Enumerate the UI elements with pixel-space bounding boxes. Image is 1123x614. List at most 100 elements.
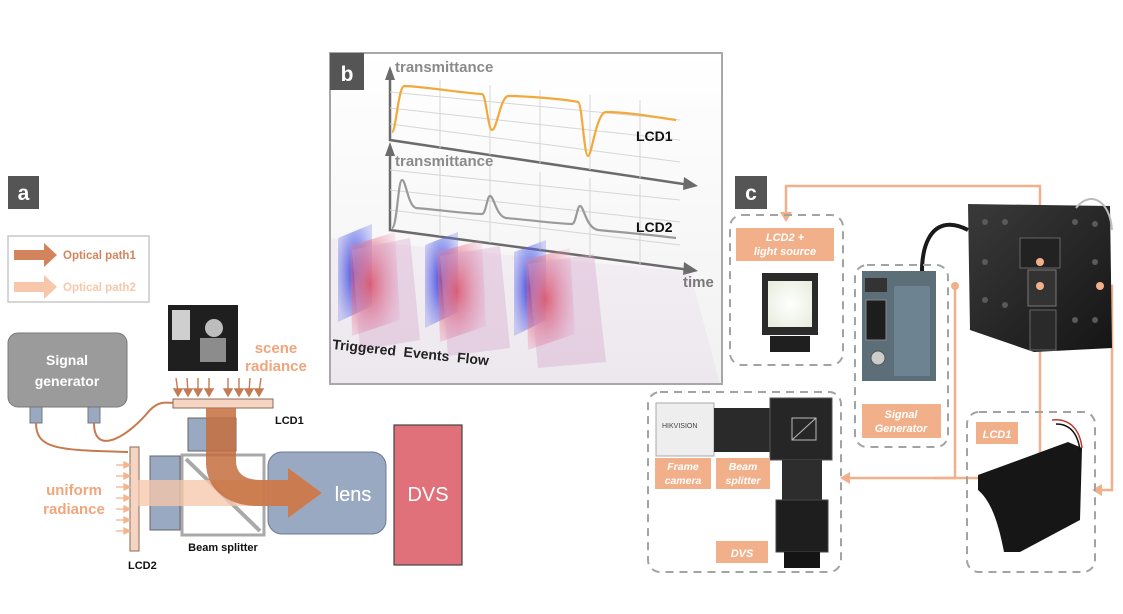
lcd1-group [966, 411, 1096, 573]
lcd1-x-arrowhead [683, 177, 698, 190]
lcd1-shade-photo [978, 442, 1082, 552]
dvs-box [393, 424, 463, 566]
lcd2-plot: transmittance LCD2 time [385, 142, 714, 291]
dvs-mount [1029, 309, 1057, 351]
lcd2-y-arrowhead [385, 142, 395, 156]
dot-lcd1-source [1096, 282, 1104, 290]
dvs-tag [716, 541, 768, 563]
dvs-label: DVS [407, 484, 448, 506]
lcd1-transmittance-curve [390, 84, 677, 158]
lcd1-curve-label: LCD1 [636, 128, 673, 144]
panel-c: c [647, 176, 1114, 573]
scene-radiance-line1: scene [255, 340, 298, 357]
lcd1-label: LCD1 [275, 415, 304, 427]
dot-beam-splitter-source [1036, 282, 1044, 290]
signal-generator-line2: generator [35, 373, 100, 389]
lens-label: lens [335, 484, 372, 506]
dot-dvs-source [951, 282, 959, 290]
light-source-face [768, 281, 812, 327]
breadboard-holes [982, 219, 1098, 323]
optical-path1-arrow [206, 408, 322, 518]
lcd2-light-tag [736, 228, 834, 261]
beam-splitter-marking [791, 417, 817, 441]
cable-grey [1075, 198, 1113, 231]
dvs-tag-label: DVS [731, 548, 754, 560]
beam-splitter-tag-line2: splitter [725, 475, 761, 487]
event-burst-1 [338, 224, 420, 350]
lcd1-y-arrowhead [385, 66, 395, 80]
arrowhead-lcd2 [780, 212, 792, 222]
panel-c-badge-label: c [745, 182, 757, 205]
signal-generator-box [7, 332, 128, 408]
lcd1-grid [389, 80, 681, 178]
panel-a-badge [8, 176, 39, 209]
panel-a: a Optical path1 Optical path2 Signal gen… [7, 176, 463, 572]
scene-radiance-line2: radiance [245, 358, 307, 375]
signal-generator-tag-line1: Signal [884, 409, 918, 421]
lcd2-light-tag-line2: light source [754, 246, 816, 258]
lcd1-tag-label: LCD1 [983, 429, 1012, 441]
frame-camera-lens [714, 408, 770, 452]
frame-camera-tag-line1: Frame [667, 461, 699, 473]
beam-splitter-tag-line1: Beam [729, 461, 758, 473]
signal-generator-line1: Signal [46, 352, 88, 368]
scene-figure-light [172, 310, 190, 340]
event-burst-3 [514, 240, 606, 368]
legend-arrow-path2 [14, 275, 57, 299]
dvs-lens [782, 460, 822, 500]
scene-figure-head [205, 319, 223, 337]
lcd1-panel [172, 398, 274, 409]
panel-c-badge [735, 176, 767, 209]
lcd1-plot: transmittance LCD1 [385, 59, 698, 190]
lcd1-tag [976, 422, 1018, 444]
uniform-radiance-line1: uniform [46, 482, 102, 499]
lcd2-y-axis-label: transmittance [395, 153, 493, 170]
uniform-radiance-arrows [116, 460, 132, 536]
cable-to-lcd1 [93, 401, 176, 442]
frame-camera-brand: HIKVISION [662, 423, 697, 430]
dvs-group [647, 391, 842, 573]
lcd2-curve-label: LCD2 [636, 219, 673, 235]
legend-label-path1: Optical path1 [63, 250, 136, 262]
light-source-stand [770, 336, 810, 352]
dvs-base [784, 552, 820, 568]
frame-camera-body [655, 402, 715, 457]
generator-port-left [29, 406, 43, 424]
lcd1-y-axis-label: transmittance [395, 59, 493, 76]
lcd2-transmittance-curve [390, 178, 677, 240]
beam-splitter-cube-photo [769, 397, 833, 461]
frame-camera-tag-line2: camera [665, 475, 702, 487]
lcd1-wire-red [1051, 419, 1083, 449]
panel-a-badge-label: a [18, 182, 30, 205]
lcd2-light-tag-line1: LCD2 + [766, 232, 805, 244]
lcd1-wire-black [1055, 423, 1081, 451]
legend-arrow-path1 [14, 243, 57, 267]
dvs-body [775, 499, 829, 553]
beam-splitter-marking-diag [791, 417, 817, 441]
optical-breadboard [920, 198, 1113, 352]
panel-b: b transmittance LCD1 [329, 52, 723, 385]
legend-label-path2: Optical path2 [63, 282, 136, 294]
time-axis-label: time [683, 274, 714, 291]
lcd2-grid [389, 160, 681, 264]
event-noise-floor [330, 238, 720, 384]
scene-figure-body [200, 338, 226, 362]
dot-lcd2-source [1036, 258, 1044, 266]
signal-generator-tag [862, 404, 941, 438]
lcd2-light-group [729, 214, 844, 366]
lcd2-x-arrowhead [683, 262, 698, 275]
generator-port-right [87, 406, 101, 424]
lcd2-label: LCD2 [128, 560, 157, 572]
beam-splitter-label: Beam splitter [188, 542, 258, 554]
scene-radiance-arrows [172, 377, 265, 398]
frame-camera-tag [655, 458, 711, 489]
generator-knob [870, 350, 886, 366]
signal-generator-group [854, 264, 949, 448]
cable-to-lcd2 [35, 422, 129, 453]
generator-screen [865, 299, 887, 341]
uniform-radiance-line2: radiance [43, 501, 105, 518]
beam-splitter-tag [716, 458, 770, 489]
panel-b-badge [330, 53, 364, 90]
arrowhead-dvs [840, 472, 850, 484]
